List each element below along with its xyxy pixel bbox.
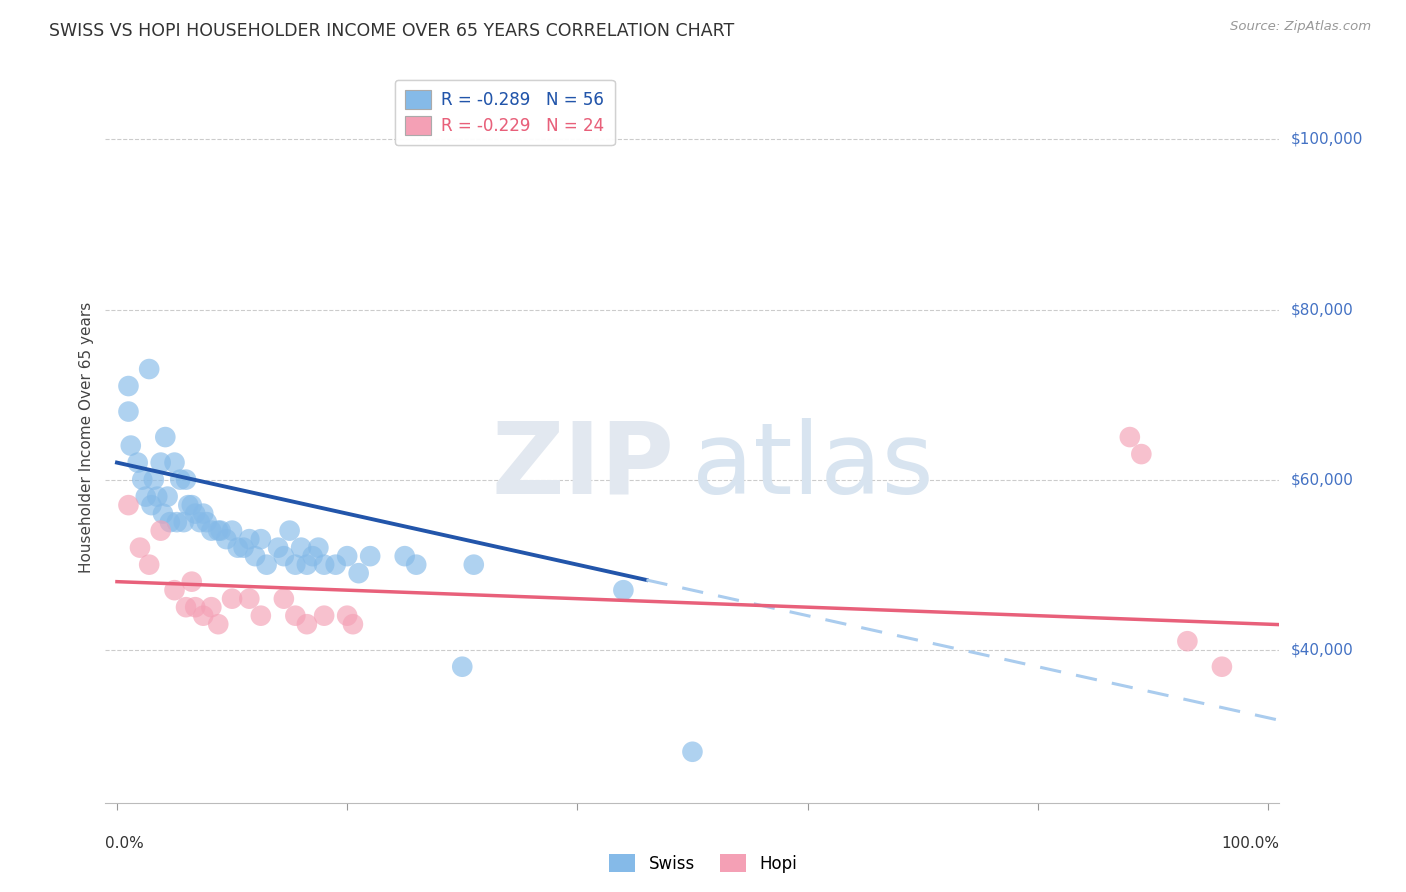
Point (284, 558, 307, 572)
Point (174, 600, 197, 615)
Legend: R = -0.289   N = 56, R = -0.229   N = 24: R = -0.289 N = 56, R = -0.229 N = 24 (395, 79, 614, 145)
Point (451, 659, 474, 673)
Point (156, 490, 179, 504)
Point (394, 549, 416, 563)
Point (221, 524, 243, 538)
Point (681, 745, 703, 759)
Point (314, 608, 336, 623)
Point (155, 430, 177, 444)
Point (177, 498, 200, 512)
Point (117, 379, 139, 393)
Point (120, 439, 142, 453)
Point (243, 549, 266, 563)
Point (141, 498, 163, 512)
Point (184, 507, 207, 521)
Point (117, 498, 139, 512)
Point (1130, 447, 1153, 461)
Point (284, 608, 307, 623)
Text: ZIP: ZIP (492, 417, 675, 515)
Point (142, 473, 165, 487)
Point (273, 549, 295, 563)
Text: 0.0%: 0.0% (105, 836, 145, 851)
Legend: Swiss, Hopi: Swiss, Hopi (602, 847, 804, 880)
Point (135, 490, 157, 504)
Point (159, 515, 181, 529)
Point (314, 558, 336, 572)
Point (129, 541, 152, 555)
Point (250, 608, 273, 623)
Point (612, 583, 634, 598)
Point (127, 456, 149, 470)
Point (295, 558, 318, 572)
Point (152, 507, 174, 521)
Text: $60,000: $60,000 (1291, 472, 1354, 487)
Point (463, 558, 485, 572)
Point (207, 617, 229, 632)
Point (295, 617, 318, 632)
Point (146, 490, 169, 504)
Text: SWISS VS HOPI HOUSEHOLDER INCOME OVER 65 YEARS CORRELATION CHART: SWISS VS HOPI HOUSEHOLDER INCOME OVER 65… (49, 22, 734, 40)
Point (200, 524, 222, 538)
Point (180, 574, 202, 589)
Point (149, 456, 172, 470)
Point (1119, 430, 1142, 444)
Point (163, 583, 186, 598)
Point (359, 549, 381, 563)
Text: $100,000: $100,000 (1291, 132, 1362, 147)
Point (193, 507, 215, 521)
Point (221, 591, 243, 606)
Point (238, 532, 260, 546)
Point (267, 541, 290, 555)
Point (138, 558, 160, 572)
Point (405, 558, 427, 572)
Point (200, 600, 222, 615)
Point (347, 566, 370, 581)
Point (188, 515, 211, 529)
Point (195, 515, 218, 529)
Point (301, 549, 323, 563)
Point (278, 524, 301, 538)
Point (336, 608, 359, 623)
Point (325, 558, 347, 572)
Point (149, 524, 172, 538)
Point (342, 617, 364, 632)
Point (215, 532, 238, 546)
Point (173, 515, 195, 529)
Text: $80,000: $80,000 (1291, 302, 1354, 317)
Point (193, 608, 215, 623)
Y-axis label: Householder Income Over 65 years: Householder Income Over 65 years (79, 301, 94, 573)
Text: atlas: atlas (692, 417, 934, 515)
Point (209, 524, 232, 538)
Point (250, 532, 273, 546)
Point (1211, 659, 1233, 673)
Point (226, 541, 249, 555)
Point (207, 524, 229, 538)
Text: $40,000: $40,000 (1291, 642, 1354, 657)
Point (180, 498, 202, 512)
Point (166, 515, 188, 529)
Point (131, 473, 153, 487)
Point (138, 362, 160, 376)
Point (336, 549, 359, 563)
Point (290, 541, 312, 555)
Point (184, 600, 207, 615)
Point (169, 473, 191, 487)
Text: Source: ZipAtlas.com: Source: ZipAtlas.com (1230, 20, 1371, 33)
Point (163, 456, 186, 470)
Point (273, 591, 295, 606)
Point (238, 591, 260, 606)
Point (256, 558, 278, 572)
Text: 100.0%: 100.0% (1222, 836, 1279, 851)
Point (117, 404, 139, 418)
Point (1177, 634, 1199, 648)
Point (232, 541, 254, 555)
Point (174, 473, 197, 487)
Point (307, 541, 329, 555)
